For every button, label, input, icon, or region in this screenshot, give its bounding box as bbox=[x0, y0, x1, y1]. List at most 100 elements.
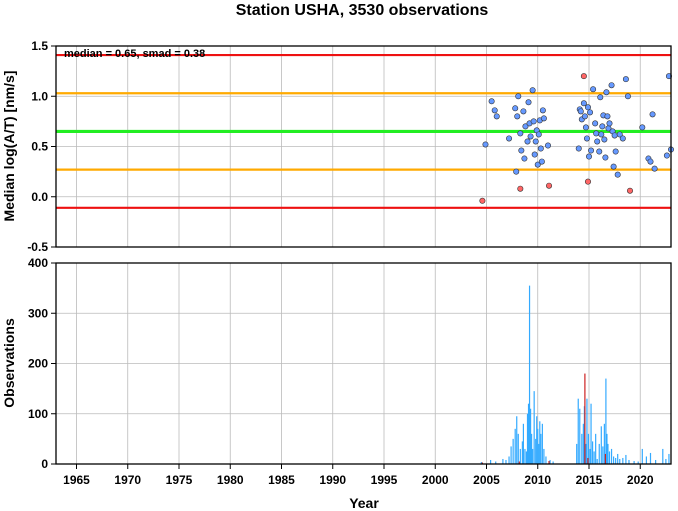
x-axis-label: Year bbox=[349, 495, 379, 511]
top-y-ticks: -0.5 0.0 0.5 1.0 1.5 bbox=[27, 39, 56, 254]
scatter-point bbox=[517, 185, 524, 192]
scatter-point bbox=[601, 136, 608, 143]
stats-annotation: median = 0.65, smad = 0.38 bbox=[64, 48, 205, 60]
top-y-tick-label: 1.5 bbox=[31, 39, 48, 53]
scatter-point bbox=[649, 111, 656, 118]
scatter-point bbox=[582, 124, 589, 131]
bottom-y-ticks: 0 100 200 300 400 bbox=[28, 256, 56, 471]
scatter-point bbox=[482, 141, 489, 148]
x-tick-label: 2010 bbox=[524, 473, 551, 487]
scatter-point bbox=[580, 100, 587, 107]
scatter-points bbox=[479, 73, 674, 204]
x-tick-label: 1995 bbox=[371, 473, 398, 487]
x-tick-label: 1970 bbox=[114, 473, 141, 487]
scatter-point bbox=[534, 161, 541, 168]
scatter-point bbox=[593, 130, 600, 137]
x-tick-label: 1985 bbox=[268, 473, 295, 487]
scatter-point bbox=[612, 148, 619, 155]
scatter-point bbox=[518, 147, 525, 154]
x-ticks: 1965 1970 1975 1980 1985 1990 1995 2000 2005 2010… bbox=[63, 464, 654, 487]
scatter-point bbox=[598, 131, 605, 138]
x-tick-label: 2015 bbox=[576, 473, 603, 487]
scatter-point bbox=[491, 107, 498, 114]
top-y-axis-label: Median log(A/T) [nm/s] bbox=[1, 71, 17, 222]
top-y-tick-label: 0.5 bbox=[31, 140, 48, 154]
x-tick-label: 2005 bbox=[473, 473, 500, 487]
scatter-point bbox=[529, 87, 536, 94]
chart-title: Station USHA, 3530 observations bbox=[236, 2, 489, 19]
scatter-point bbox=[592, 120, 599, 127]
scatter-point bbox=[587, 109, 594, 116]
scatter-point bbox=[590, 86, 597, 93]
scatter-point bbox=[622, 76, 629, 83]
scatter-point bbox=[581, 113, 588, 120]
scatter-point bbox=[535, 131, 542, 138]
scatter-point bbox=[597, 94, 604, 101]
scatter-point bbox=[594, 138, 601, 145]
scatter-point bbox=[580, 73, 587, 80]
scatter-point bbox=[539, 107, 546, 114]
bottom-y-tick-label: 0 bbox=[41, 457, 48, 471]
scatter-point bbox=[626, 187, 633, 194]
scatter-point bbox=[610, 163, 617, 170]
scatter-point bbox=[524, 138, 531, 145]
bottom-y-axis-label: Observations bbox=[1, 318, 17, 408]
scatter-point bbox=[577, 108, 584, 115]
scatter-point bbox=[506, 135, 513, 142]
scatter-point bbox=[531, 151, 538, 158]
scatter-point bbox=[515, 93, 522, 100]
scatter-point bbox=[616, 131, 623, 138]
bottom-y-tick-label: 400 bbox=[28, 256, 48, 270]
reference-lines bbox=[56, 53, 671, 209]
scatter-point bbox=[527, 133, 534, 140]
x-tick-label: 1980 bbox=[217, 473, 244, 487]
scatter-point bbox=[532, 138, 539, 145]
scatter-point bbox=[583, 135, 590, 142]
x-tick-label: 1990 bbox=[319, 473, 346, 487]
scatter-point bbox=[614, 171, 621, 178]
scatter-point bbox=[584, 104, 591, 111]
x-tick-label: 1965 bbox=[63, 473, 90, 487]
scatter-point bbox=[596, 148, 603, 155]
scatter-point bbox=[624, 93, 631, 100]
scatter-point bbox=[522, 123, 529, 130]
scatter-point bbox=[611, 132, 618, 139]
x-tick-label: 2000 bbox=[422, 473, 449, 487]
scatter-point bbox=[525, 99, 532, 106]
scatter-point bbox=[521, 155, 528, 162]
top-panel: -0.5 0.0 0.5 1.0 1.5 median = 0.65, smad = 0… bbox=[1, 39, 674, 254]
scatter-point bbox=[538, 158, 545, 165]
observation-bars bbox=[480, 285, 670, 464]
scatter-point bbox=[575, 145, 582, 152]
scatter-point bbox=[603, 89, 610, 96]
scatter-point bbox=[512, 105, 519, 112]
scatter-point bbox=[520, 108, 527, 115]
scatter-point bbox=[665, 73, 672, 80]
scatter-point bbox=[546, 182, 553, 189]
scatter-point bbox=[544, 142, 551, 149]
scatter-point bbox=[599, 123, 606, 130]
scatter-point bbox=[514, 113, 521, 120]
bottom-y-tick-label: 200 bbox=[28, 357, 48, 371]
x-tick-label: 2020 bbox=[627, 473, 654, 487]
scatter-point bbox=[608, 82, 615, 89]
scatter-point bbox=[585, 153, 592, 160]
scatter-point bbox=[540, 115, 547, 122]
top-y-tick-label: 0.0 bbox=[31, 190, 48, 204]
scatter-point bbox=[584, 178, 591, 185]
scatter-point bbox=[619, 135, 626, 142]
scatter-point bbox=[537, 145, 544, 152]
scatter-point bbox=[588, 147, 595, 154]
scatter-point bbox=[602, 154, 609, 161]
scatter-point bbox=[493, 113, 500, 120]
top-y-tick-label: 1.0 bbox=[31, 89, 48, 103]
x-tick-label: 1975 bbox=[166, 473, 193, 487]
scatter-point bbox=[517, 130, 524, 137]
scatter-point bbox=[530, 118, 537, 125]
scatter-point bbox=[513, 168, 520, 175]
scatter-point bbox=[663, 152, 670, 159]
bottom-y-tick-label: 300 bbox=[28, 306, 48, 320]
top-y-tick-label: -0.5 bbox=[27, 240, 48, 254]
